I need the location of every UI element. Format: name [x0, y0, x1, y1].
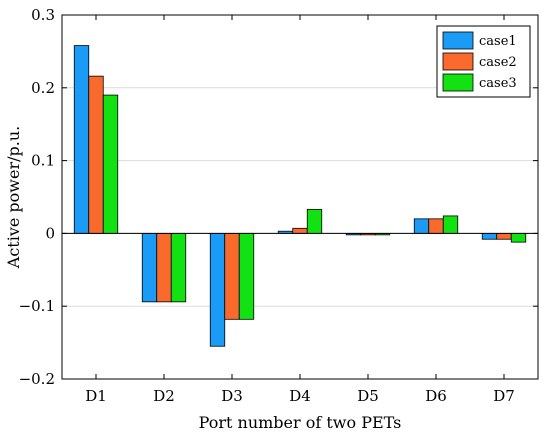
- legend-label-case3: case3: [479, 76, 517, 91]
- x-tick-label: D6: [425, 387, 447, 405]
- bar-case3-d3: [238, 232, 255, 320]
- x-axis-ticks: D1 D2 D3 D4 D5 D6 D7: [85, 15, 515, 405]
- x-axis-title: Port number of two PETs: [199, 413, 402, 432]
- y-axis-title: Active power/p.u.: [4, 126, 23, 269]
- y-tick-label: −0.1: [19, 297, 55, 315]
- bar-case1-d2: [141, 232, 158, 303]
- x-tick-label: D5: [357, 387, 379, 405]
- bar-case3-d7: [510, 232, 527, 243]
- legend-swatch-case1: [442, 31, 474, 50]
- bar-case2-d7: [496, 232, 512, 240]
- y-axis-ticks: −0.2 −0.1 0 0.1 0.2 0.3: [19, 6, 538, 388]
- bars: [73, 45, 527, 347]
- y-tick-label: 0: [45, 224, 55, 242]
- bar-case3-d6: [442, 215, 459, 234]
- legend-swatch-case3: [442, 73, 474, 92]
- legend-label-case1: case1: [479, 34, 517, 49]
- legend-swatch-case2: [442, 52, 474, 71]
- bar-case3-d2: [170, 232, 187, 303]
- x-tick-label: D4: [289, 387, 311, 405]
- bar-case2-d1: [88, 75, 104, 234]
- bar-case2-d2: [156, 232, 172, 303]
- bar-case1-d3: [209, 232, 226, 347]
- y-tick-label: 0.3: [31, 6, 55, 24]
- bar-case2-d3: [224, 232, 240, 320]
- bar-case1-d6: [413, 218, 430, 234]
- bar-case3-d4: [306, 208, 323, 234]
- x-tick-label: D7: [493, 387, 515, 405]
- legend: case1 case2 case3: [436, 25, 531, 98]
- bar-case1-d1: [73, 45, 90, 234]
- y-tick-label: 0.1: [31, 152, 55, 170]
- x-tick-label: D1: [85, 387, 107, 405]
- x-tick-label: D2: [153, 387, 175, 405]
- legend-label-case2: case2: [479, 55, 517, 70]
- y-tick-label: −0.2: [19, 370, 55, 388]
- y-tick-label: 0.2: [31, 79, 55, 97]
- bar-case1-d7: [481, 232, 498, 240]
- bar-case3-d1: [102, 94, 119, 234]
- bar-case2-d4: [292, 227, 308, 234]
- x-tick-label: D3: [221, 387, 243, 405]
- bar-case2-d6: [428, 218, 444, 234]
